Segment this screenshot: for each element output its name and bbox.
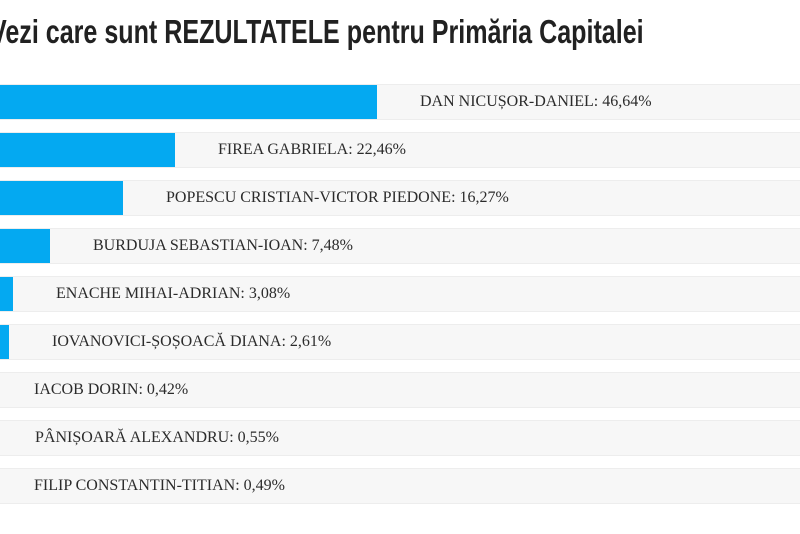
candidate-result-label: PÂNIȘOARĂ ALEXANDRU: 0,55%: [35, 429, 280, 446]
chart-row: BURDUJA SEBASTIAN-IOAN: 7,48%: [0, 228, 800, 264]
candidate-result-label: IACOB DORIN: 0,42%: [34, 381, 189, 398]
result-bar: [0, 229, 50, 263]
candidate-result-label: FILIP CONSTANTIN-TITIAN: 0,49%: [34, 477, 285, 494]
chart-row: POPESCU CRISTIAN-VICTOR PIEDONE: 16,27%: [0, 180, 800, 216]
candidate-result-label: IOVANOVICI-ȘOȘOACĂ DIANA: 2,61%: [52, 333, 332, 350]
result-bar: [0, 133, 175, 167]
chart-row: DAN NICUȘOR-DANIEL: 46,64%: [0, 84, 800, 120]
chart-row: IOVANOVICI-ȘOȘOACĂ DIANA: 2,61%: [0, 324, 800, 360]
chart-row: PÂNIȘOARĂ ALEXANDRU: 0,55%: [0, 420, 800, 456]
result-bar: [0, 85, 377, 119]
candidate-result-label: DAN NICUȘOR-DANIEL: 46,64%: [420, 93, 652, 110]
results-bar-chart: DAN NICUȘOR-DANIEL: 46,64% FIREA GABRIELA…: [0, 84, 800, 516]
page-title: Vezi care sunt REZULTATELE pentru Primăr…: [0, 13, 644, 50]
candidate-result-label: POPESCU CRISTIAN-VICTOR PIEDONE: 16,27%: [166, 189, 509, 206]
candidate-result-label: BURDUJA SEBASTIAN-IOAN: 7,48%: [93, 237, 354, 254]
result-bar: [0, 181, 123, 215]
chart-row: FILIP CONSTANTIN-TITIAN: 0,49%: [0, 468, 800, 504]
chart-row: IACOB DORIN: 0,42%: [0, 372, 800, 408]
result-bar: [0, 325, 9, 359]
chart-row: ENACHE MIHAI-ADRIAN: 3,08%: [0, 276, 800, 312]
result-bar: [0, 277, 13, 311]
candidate-result-label: FIREA GABRIELA: 22,46%: [218, 141, 406, 158]
candidate-result-label: ENACHE MIHAI-ADRIAN: 3,08%: [56, 285, 291, 302]
chart-row: FIREA GABRIELA: 22,46%: [0, 132, 800, 168]
